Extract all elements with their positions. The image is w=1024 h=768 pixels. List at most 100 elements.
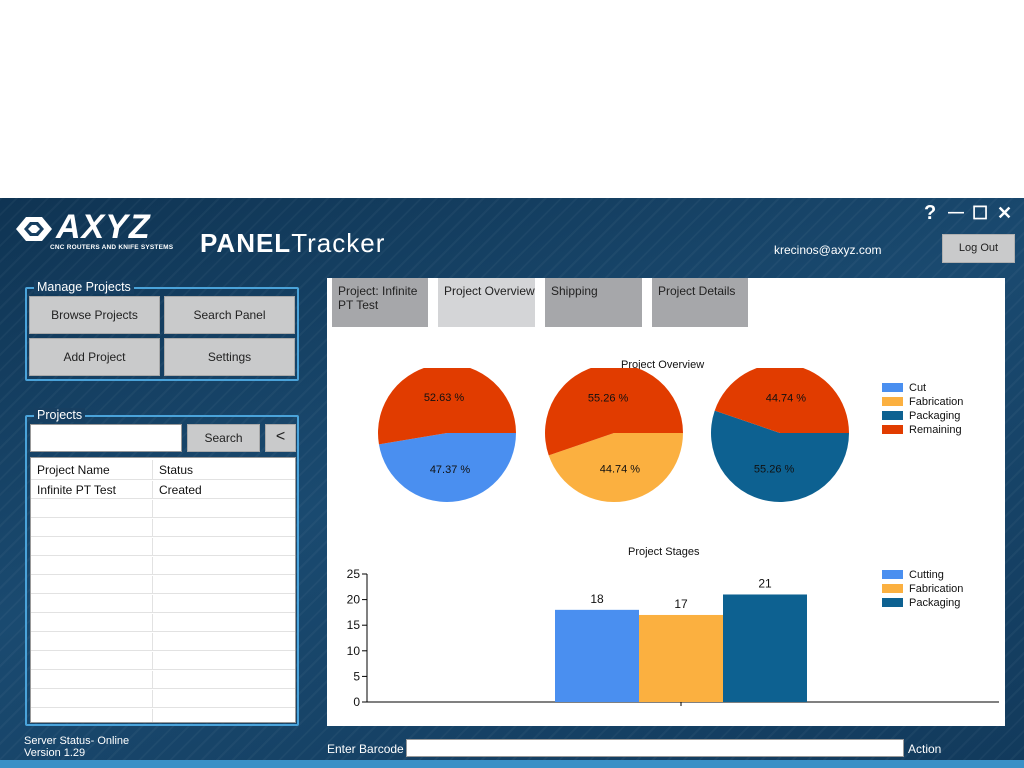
tab-project-overview[interactable]: Project Overview xyxy=(438,278,535,327)
pie-1-label-remaining: 52.63 % xyxy=(424,392,465,404)
help-icon[interactable]: ? xyxy=(924,202,937,224)
cell-status[interactable]: Created xyxy=(159,483,202,497)
table-row-empty xyxy=(31,500,295,518)
empty-cell xyxy=(31,614,153,632)
tab-shipping[interactable]: Shipping xyxy=(545,278,642,327)
tab-project-details[interactable]: Project Details xyxy=(652,278,748,327)
app-window: AXYZ CNC ROUTERS AND KNIFE SYSTEMS PANEL… xyxy=(0,198,1024,768)
table-row-empty xyxy=(31,519,295,537)
y-tick-label: 15 xyxy=(347,618,361,632)
stages-legend: Cutting Fabrication Packaging xyxy=(882,569,963,611)
table-row-empty xyxy=(31,652,295,670)
table-row-empty xyxy=(31,671,295,689)
projects-table: Project Name Status Infinite PT Test Cre… xyxy=(30,457,296,723)
logo-wordmark: AXYZ xyxy=(56,208,151,246)
app-title-bold: PANEL xyxy=(200,228,292,258)
table-row-empty xyxy=(31,633,295,651)
project-search-button[interactable]: Search xyxy=(187,424,260,452)
table-row-empty xyxy=(31,538,295,556)
pie-3-label-remaining: 44.74 % xyxy=(766,393,807,405)
stages-bar-chart: 0 5 10 15 20 25 18 17 21 xyxy=(347,568,999,709)
pie-1-slice-remaining xyxy=(378,368,516,445)
bar-packaging xyxy=(723,594,807,702)
projects-group: Projects Search < Project Name Status In… xyxy=(25,408,299,726)
add-project-button[interactable]: Add Project xyxy=(29,338,160,376)
empty-cell xyxy=(31,690,153,708)
legend-item-packaging: Packaging xyxy=(882,410,963,424)
project-search-input[interactable] xyxy=(30,424,182,452)
bar-cutting xyxy=(555,609,639,702)
pie-3-label-packaging: 55.26 % xyxy=(754,463,795,475)
stages-chart-title: Project Stages xyxy=(628,546,700,558)
empty-cell xyxy=(31,500,153,518)
pie-2-label-fabrication: 44.74 % xyxy=(600,463,641,475)
table-row-empty xyxy=(31,614,295,632)
legend-swatch-fabrication xyxy=(882,397,903,406)
pie-2-slice-remaining xyxy=(545,368,683,456)
cell-project-name[interactable]: Infinite PT Test xyxy=(31,481,153,499)
legend-item-cutting: Cutting xyxy=(882,569,963,583)
table-row-empty xyxy=(31,690,295,708)
table-row[interactable]: Infinite PT Test Created xyxy=(31,481,295,499)
legend-swatch-remaining xyxy=(882,425,903,434)
overview-legend: Cut Fabrication Packaging Remaining xyxy=(882,382,963,438)
pie-2-label-remaining: 55.26 % xyxy=(588,393,629,405)
pie-1-slice-cut xyxy=(378,433,516,502)
settings-button[interactable]: Settings xyxy=(164,338,295,376)
bottom-strip xyxy=(0,760,1024,768)
close-icon[interactable]: ✕ xyxy=(997,203,1013,223)
bar-label-cutting: 18 xyxy=(590,592,604,606)
table-row-empty xyxy=(31,576,295,594)
pie-3-slice-packaging xyxy=(711,410,849,502)
legend-label-stage-fabrication: Fabrication xyxy=(909,583,964,595)
table-header-row: Project Name Status xyxy=(31,460,295,480)
app-title: PANELTracker xyxy=(200,228,385,259)
bar-fabrication xyxy=(639,614,723,702)
logo-subtitle: CNC ROUTERS AND KNIFE SYSTEMS xyxy=(50,244,174,251)
version-label: Version 1.29 xyxy=(24,747,86,759)
browse-projects-button[interactable]: Browse Projects xyxy=(29,296,160,334)
y-tick-label: 25 xyxy=(347,568,361,581)
axyz-logo: AXYZ CNC ROUTERS AND KNIFE SYSTEMS xyxy=(14,208,186,254)
minimize-icon[interactable]: — xyxy=(948,204,964,221)
legend-label-cut: Cut xyxy=(909,382,927,394)
legend-label-remaining: Remaining xyxy=(909,424,962,436)
empty-cell xyxy=(31,633,153,651)
empty-cell xyxy=(31,519,153,537)
legend-label-fabrication: Fabrication xyxy=(909,396,964,408)
legend-item-remaining: Remaining xyxy=(882,424,963,438)
empty-cell xyxy=(31,671,153,689)
logout-button[interactable]: Log Out xyxy=(942,234,1015,263)
y-tick-label: 10 xyxy=(347,644,361,658)
empty-cell xyxy=(31,538,153,556)
maximize-icon[interactable]: ☐ xyxy=(972,203,989,223)
manage-projects-group: Manage Projects Browse Projects Search P… xyxy=(25,280,299,381)
empty-cell xyxy=(31,557,153,575)
bar-label-fabrication: 17 xyxy=(674,597,688,611)
legend-swatch-cut xyxy=(882,383,903,392)
pie-2-slice-fabrication xyxy=(548,433,683,503)
main-panel: Project: Infinite PT Test Project Overvi… xyxy=(327,278,1005,726)
manage-projects-label: Manage Projects xyxy=(34,280,134,294)
barcode-input[interactable] xyxy=(406,739,904,757)
tab-project-infinite[interactable]: Project: Infinite PT Test xyxy=(332,278,428,327)
legend-label-stage-packaging: Packaging xyxy=(909,597,961,609)
legend-item-cut: Cut xyxy=(882,382,963,396)
projects-label: Projects xyxy=(34,408,86,422)
server-status: Server Status- Online xyxy=(24,735,130,747)
column-header-status[interactable]: Status xyxy=(159,463,194,477)
column-header-project-name[interactable]: Project Name xyxy=(31,460,153,480)
overview-pie-chart: 47.37 % 52.63 % 44.74 % 55.26 % 55.26 % 44.74… xyxy=(378,368,849,503)
empty-cell xyxy=(31,709,153,722)
action-label: Action xyxy=(908,742,942,756)
legend-label-cutting: Cutting xyxy=(909,569,944,581)
legend-swatch-stage-packaging xyxy=(882,598,903,607)
y-tick-label: 20 xyxy=(347,593,361,607)
back-button[interactable]: < xyxy=(265,424,296,452)
legend-item-stage-packaging: Packaging xyxy=(882,597,963,611)
table-row-empty xyxy=(31,709,295,722)
y-tick-label: 5 xyxy=(353,669,360,683)
legend-label-packaging: Packaging xyxy=(909,410,961,422)
search-panel-button[interactable]: Search Panel xyxy=(164,296,295,334)
axyz-logo-mark-icon xyxy=(16,217,52,241)
